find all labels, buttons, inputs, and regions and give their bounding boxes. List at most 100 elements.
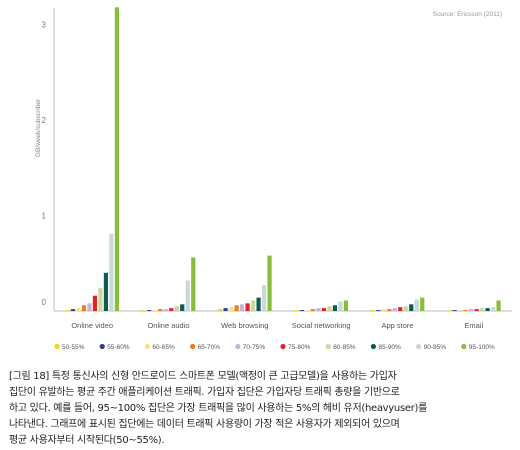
bar bbox=[163, 309, 168, 311]
bar bbox=[245, 303, 250, 311]
bar bbox=[217, 309, 223, 311]
bar bbox=[294, 310, 299, 312]
legend-marker bbox=[416, 343, 422, 350]
bar bbox=[332, 305, 338, 311]
category-label: App store bbox=[381, 321, 413, 330]
bar bbox=[343, 300, 349, 312]
y-tick-label: 1 bbox=[42, 212, 47, 221]
bar bbox=[409, 304, 414, 311]
y-axis-ticks: 0 1 2 3 bbox=[42, 21, 47, 308]
bar bbox=[158, 309, 163, 311]
legend: 50-55% 55-60% 60-65% 65-70% 70-75% 75-80% 80-8… bbox=[54, 343, 495, 351]
bar bbox=[223, 308, 228, 311]
category-label: Email bbox=[464, 321, 483, 330]
bar bbox=[403, 306, 408, 312]
bar bbox=[234, 305, 239, 311]
bar bbox=[87, 303, 92, 311]
category-label: Web browsing bbox=[221, 321, 268, 330]
bar bbox=[452, 310, 457, 312]
legend-label: 70-75% bbox=[243, 344, 266, 351]
bar bbox=[387, 309, 392, 311]
legend-label: 65-70% bbox=[198, 344, 221, 351]
legend-label: 90-95% bbox=[424, 344, 447, 351]
bar bbox=[310, 309, 316, 311]
legend-label: 75-80% bbox=[288, 344, 311, 351]
bar bbox=[81, 305, 87, 311]
legend-label: 50-55% bbox=[62, 344, 85, 351]
caption-line: 나타낸다. 그래프에 표시된 집단에는 데이터 트래픽 사용량이 가장 적은 사… bbox=[9, 419, 400, 430]
bar bbox=[316, 308, 321, 311]
bar bbox=[490, 307, 496, 311]
bar bbox=[457, 310, 463, 312]
bar bbox=[327, 306, 332, 312]
bar bbox=[152, 310, 157, 312]
legend-label: 55-60% bbox=[107, 344, 130, 351]
bar bbox=[114, 7, 120, 312]
bar bbox=[103, 272, 109, 311]
bar bbox=[65, 310, 70, 312]
legend-marker bbox=[235, 343, 241, 350]
legend-marker bbox=[325, 343, 331, 350]
bar bbox=[109, 233, 114, 311]
bar bbox=[376, 310, 381, 312]
bar bbox=[420, 297, 425, 311]
bar bbox=[228, 307, 234, 311]
legend-marker bbox=[461, 343, 467, 350]
bar bbox=[398, 307, 403, 311]
bar bbox=[474, 309, 479, 311]
bar bbox=[305, 310, 310, 312]
bar bbox=[446, 310, 452, 311]
y-tick-label: 2 bbox=[42, 116, 47, 125]
bar bbox=[147, 310, 152, 312]
y-tick-label: 0 bbox=[42, 298, 47, 307]
bar bbox=[76, 308, 81, 311]
bar bbox=[98, 288, 103, 311]
category-label: Online video bbox=[71, 321, 113, 330]
bar bbox=[468, 309, 474, 311]
legend-marker bbox=[54, 343, 60, 350]
legend-label: 60-65% bbox=[152, 344, 175, 351]
caption-line: [그림 18] 특정 통신사의 신형 안드로이드 스마트폰 모델(액정이 큰 고… bbox=[9, 371, 397, 382]
legend-marker bbox=[280, 343, 286, 350]
chart: GB/week/subscriber Source: Ericsson (201… bbox=[35, 7, 512, 351]
caption-line: 집단이 유발하는 평균 주간 애플리케이션 트래픽. 가입자 집단은 가입자당 … bbox=[9, 387, 400, 398]
bar bbox=[463, 310, 468, 312]
bar bbox=[141, 310, 146, 312]
legend-label: 95-100% bbox=[469, 344, 495, 351]
y-axis-label: GB/week/subscriber bbox=[35, 98, 42, 157]
legend-label: 85-90% bbox=[378, 344, 401, 351]
bar bbox=[485, 308, 490, 311]
category-label: Social networking bbox=[292, 321, 351, 330]
bar bbox=[239, 304, 245, 311]
y-tick-label: 3 bbox=[42, 21, 47, 30]
bars bbox=[65, 7, 501, 312]
bar bbox=[180, 304, 185, 311]
bar bbox=[92, 295, 98, 311]
legend-marker bbox=[144, 343, 150, 350]
bar bbox=[496, 300, 501, 312]
bar bbox=[261, 285, 267, 311]
bar bbox=[392, 308, 397, 311]
bar bbox=[479, 308, 485, 311]
legend-label: 80-85% bbox=[333, 344, 356, 351]
caption-line: 하고 있다. 예를 들어, 95~100% 집단은 가장 트래픽을 많이 사용하… bbox=[9, 403, 428, 414]
figure-caption: [그림 18] 특정 통신사의 신형 안드로이드 스마트폰 모델(액정이 큰 고… bbox=[9, 369, 514, 449]
caption-line: 평균 사용자부터 시작된다(50~55%). bbox=[9, 435, 165, 446]
bar bbox=[256, 297, 261, 311]
bar bbox=[174, 306, 179, 312]
bar bbox=[321, 308, 327, 311]
bar bbox=[185, 280, 190, 311]
bar bbox=[370, 310, 375, 312]
bar bbox=[169, 308, 174, 311]
bar bbox=[250, 300, 256, 312]
legend-marker bbox=[99, 343, 105, 350]
source-note: Source: Ericsson (2011) bbox=[433, 11, 502, 18]
legend-marker bbox=[370, 343, 376, 350]
bar bbox=[338, 301, 343, 311]
bar bbox=[381, 309, 386, 311]
category-labels: Online video Online audio Web browsing Soci… bbox=[71, 321, 483, 330]
bar bbox=[299, 310, 305, 312]
category-label: Online audio bbox=[147, 321, 189, 330]
bar bbox=[267, 255, 272, 311]
bar bbox=[191, 257, 196, 311]
